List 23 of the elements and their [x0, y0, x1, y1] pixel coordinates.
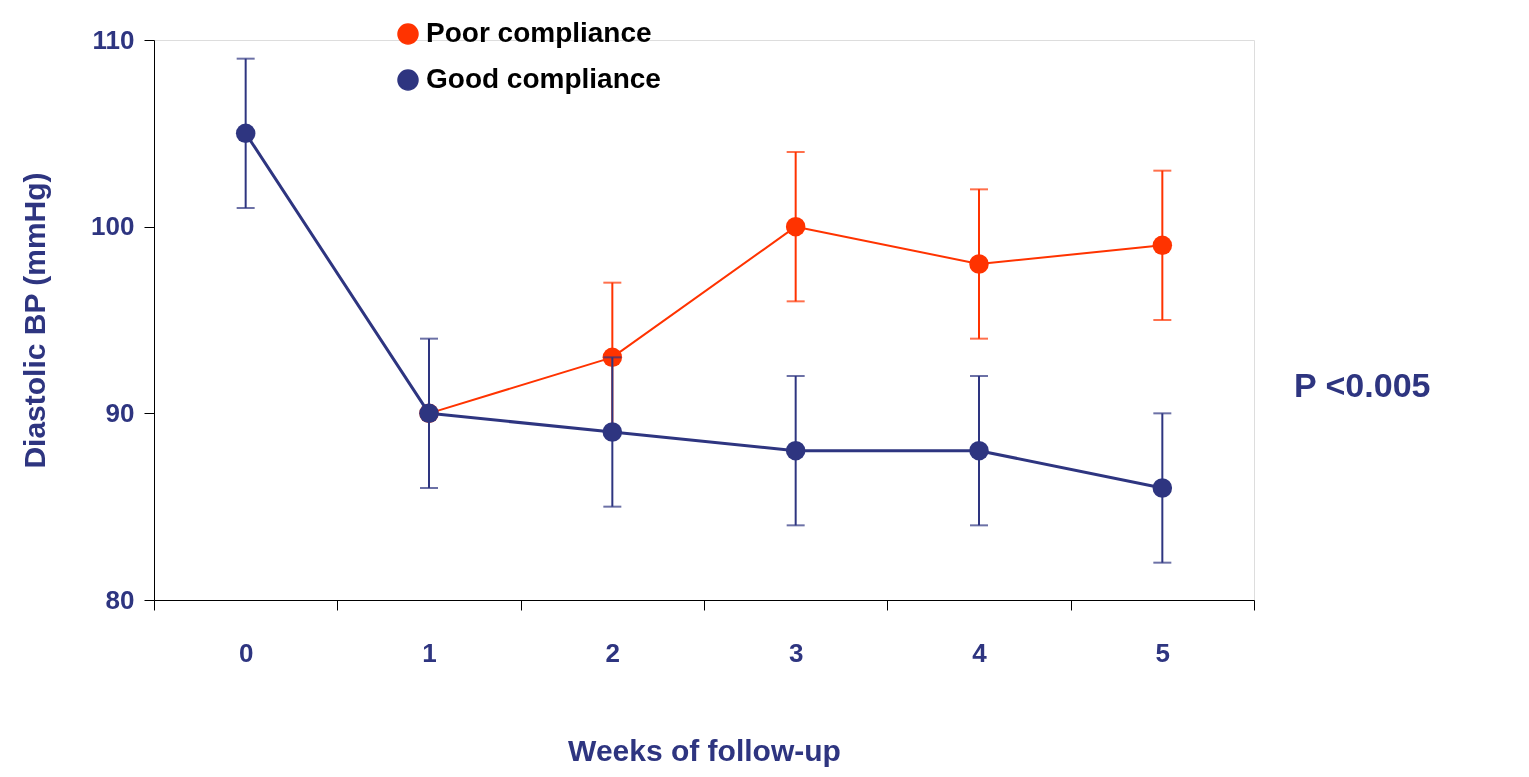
- legend-label: Poor compliance: [426, 17, 652, 48]
- x-axis-title: Weeks of follow-up: [568, 733, 841, 767]
- x-tick-label: 3: [788, 637, 804, 668]
- legend-label: Good compliance: [426, 63, 661, 94]
- point: [785, 216, 806, 237]
- point: [1152, 478, 1173, 498]
- y-tick-label: 110: [92, 24, 135, 55]
- text: P <0.005: [1294, 366, 1431, 405]
- point: [602, 422, 623, 442]
- point: [969, 440, 989, 461]
- x-tick-label: 5: [1155, 637, 1171, 668]
- point: [235, 123, 256, 144]
- y-axis-title: Diastolic BP (mmHg): [18, 172, 52, 469]
- x-tick-label: 0: [238, 637, 254, 668]
- x-tick-label: 4: [972, 637, 988, 668]
- x-tick-label: 1: [422, 637, 437, 668]
- y-tick-label: 90: [105, 397, 135, 428]
- x-tick-label: 2: [605, 637, 621, 668]
- point: [785, 440, 806, 461]
- point: [969, 254, 989, 274]
- y-tick-label: 80: [105, 584, 135, 615]
- y-tick-label: 100: [91, 211, 135, 242]
- point: [1152, 235, 1173, 256]
